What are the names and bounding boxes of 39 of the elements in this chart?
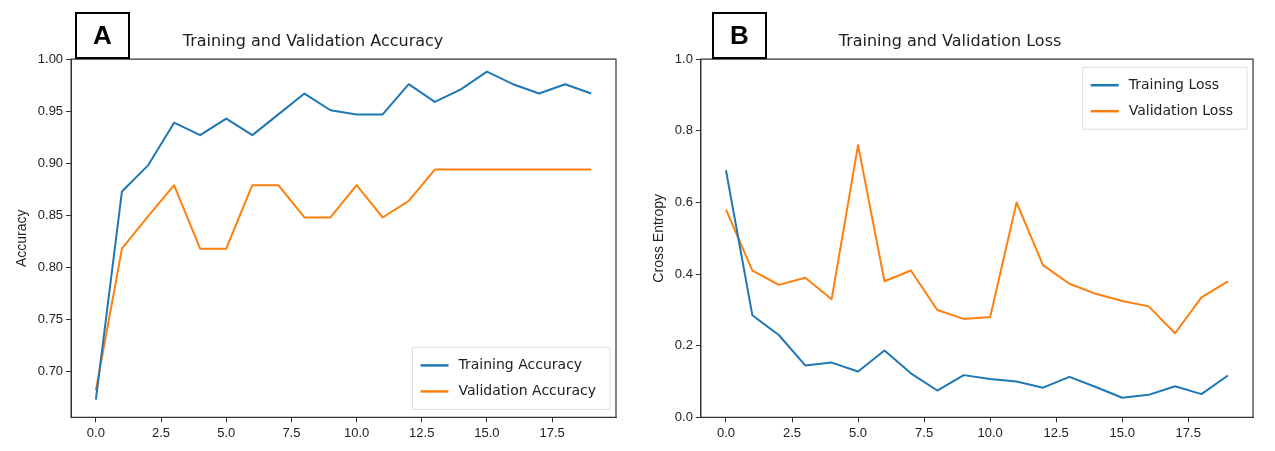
- x-tick-label: 5.0: [849, 424, 868, 440]
- y-tick-label: 1.0: [674, 50, 693, 66]
- x-tick-label: 17.5: [1175, 424, 1201, 440]
- legend-label: Training Loss: [1127, 75, 1220, 92]
- y-tick-label: 0.80: [37, 259, 64, 275]
- y-tick-label: 0.8: [674, 122, 693, 138]
- y-axis-title: Cross Entropy: [650, 193, 667, 283]
- text: A: [75, 12, 130, 59]
- x-tick-label: 2.5: [152, 424, 171, 440]
- legend-label: Training Accuracy: [457, 356, 583, 373]
- chart-title: Training and Validation Accuracy: [181, 30, 444, 50]
- x-tick-label: 2.5: [782, 424, 802, 440]
- text: B: [712, 12, 767, 59]
- x-tick-label: 17.5: [539, 424, 565, 440]
- x-tick-label: 15.0: [474, 424, 500, 440]
- x-tick-label: 7.5: [282, 424, 301, 440]
- x-tick-label: 10.0: [977, 424, 1003, 440]
- legend-label: Validation Accuracy: [458, 382, 596, 399]
- x-tick-label: 7.5: [915, 424, 934, 440]
- chart-title: Training and Validation Loss: [837, 30, 1062, 50]
- x-tick-label: 0.0: [86, 424, 105, 440]
- y-tick-label: 0.95: [37, 102, 64, 118]
- y-axis-title: Accuracy: [13, 209, 30, 268]
- x-tick-label: 5.0: [217, 424, 236, 440]
- x-tick-label: 12.5: [409, 424, 435, 440]
- y-tick-label: 0.75: [37, 311, 64, 327]
- x-tick-label: 12.5: [1043, 424, 1069, 440]
- x-tick-label: 10.0: [343, 424, 370, 440]
- x-tick-label: 0.0: [716, 424, 736, 440]
- legend-label: Validation Loss: [1128, 101, 1234, 118]
- y-tick-label: 0.4: [674, 265, 693, 281]
- x-tick-label: 15.0: [1109, 424, 1135, 440]
- y-tick-label: 0.6: [674, 194, 693, 210]
- y-tick-label: 0.90: [37, 154, 64, 170]
- y-tick-label: 0.85: [37, 206, 64, 222]
- y-tick-label: 0.0: [674, 408, 693, 424]
- y-tick-label: 0.70: [37, 363, 64, 379]
- y-tick-label: 1.00: [37, 50, 64, 66]
- y-tick-label: 0.2: [674, 337, 693, 353]
